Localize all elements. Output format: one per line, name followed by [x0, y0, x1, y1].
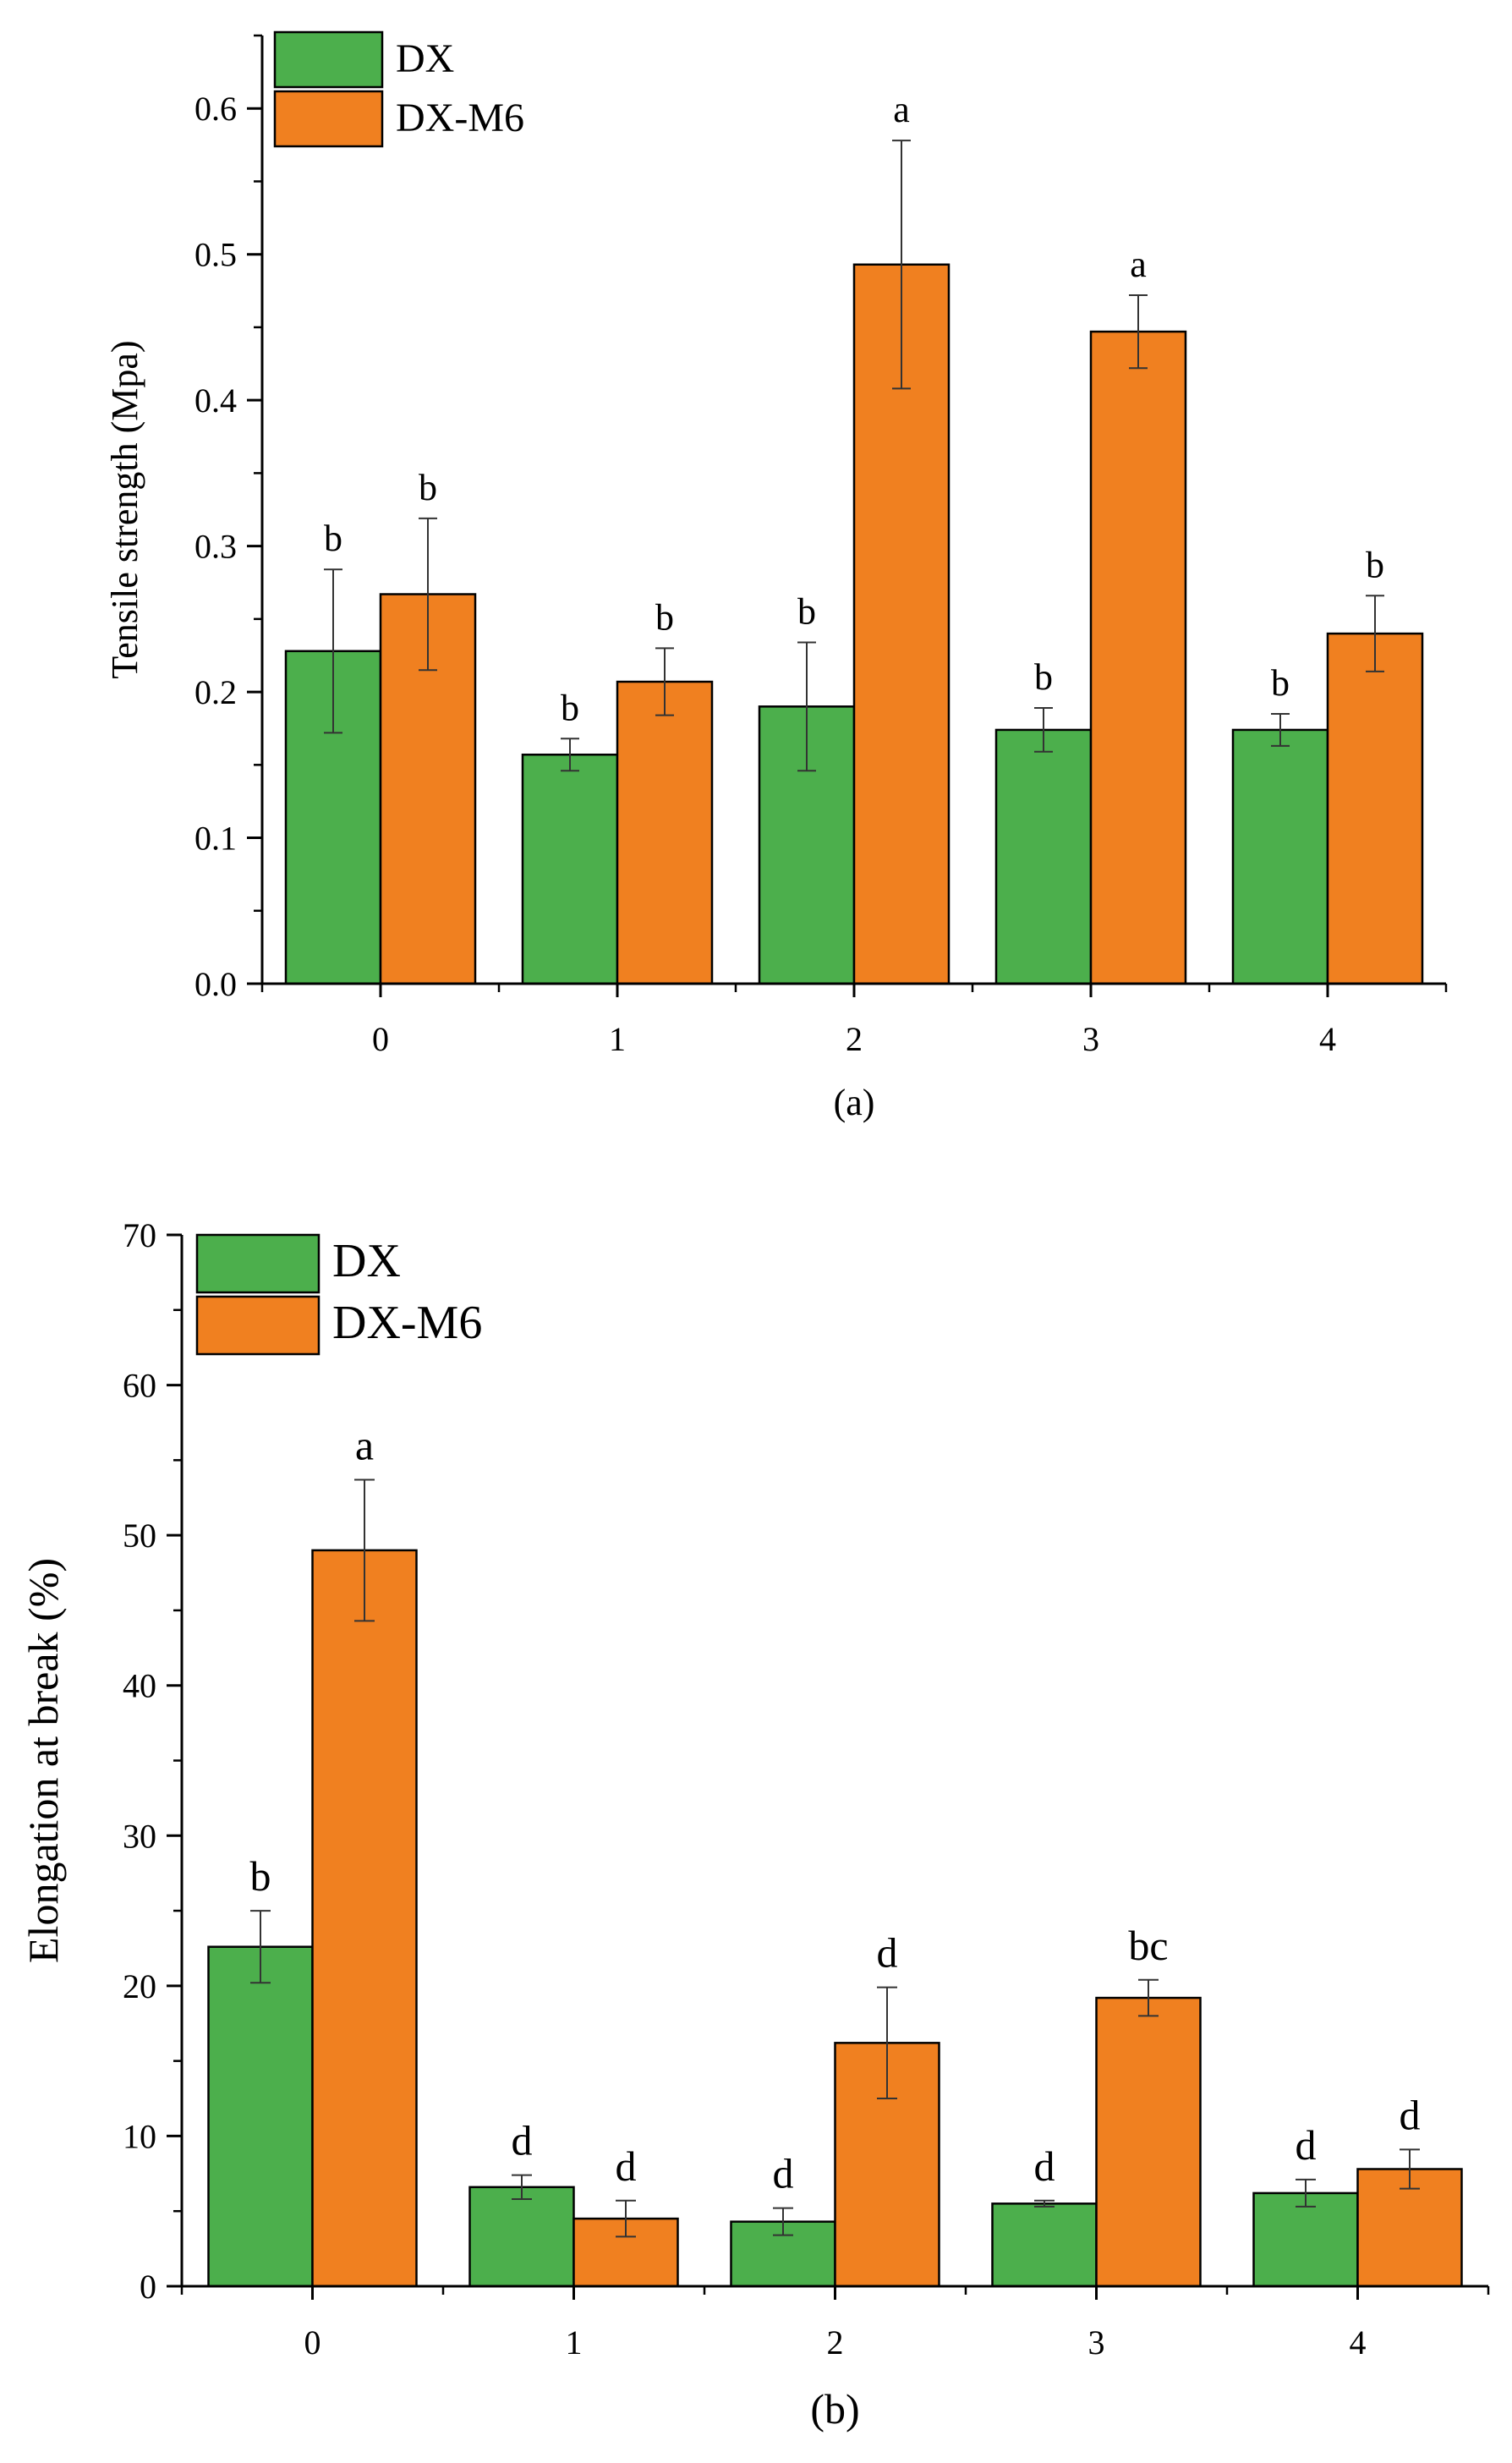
x-tick-label: 0	[304, 2323, 321, 2362]
x-tick-label: 4	[1350, 2323, 1367, 2362]
bar-dx-1	[468, 2186, 575, 2288]
y-tick-label: 40	[123, 1667, 156, 1705]
bar-dx-3	[991, 2202, 1098, 2288]
y-tick-label: 30	[123, 1817, 156, 1855]
y-tick-label: 0	[140, 2268, 156, 2306]
x-tick-label: 3	[1088, 2323, 1105, 2362]
y-tick-label: 60	[123, 1367, 156, 1405]
significance-label: a	[893, 89, 910, 130]
y-tick-label: 0.5	[194, 236, 237, 274]
x-tick-label: 0	[372, 1020, 389, 1058]
legend-label: DX	[396, 36, 454, 81]
bar-dx-3	[994, 728, 1093, 985]
bar-dx-0	[207, 1945, 314, 2288]
panel-b: b d d d d a d d bc d 0 10 20 30 40 50 60 70 0 1 2 3 4 Elongatio…	[19, 1216, 1490, 2433]
significance-label: b	[655, 596, 674, 638]
significance-label: b	[324, 518, 342, 559]
significance-label: d	[877, 1929, 898, 1977]
significance-label: a	[355, 1421, 374, 1468]
panel-a: b b b b b b b a a b 0.0 0.1 0.2 0.3 0.4 0.5 0.6 0 1 2 3 4 Tens…	[104, 30, 1448, 1123]
significance-label: b	[419, 467, 437, 508]
bar-dx-1	[521, 753, 619, 985]
legend-label: DX-M6	[332, 1297, 482, 1349]
significance-label: bc	[1128, 1922, 1168, 1969]
significance-label: d	[1296, 2121, 1317, 2169]
y-axis-label: Tensile strength (Mpa)	[104, 340, 145, 678]
x-tick-label: 2	[846, 1020, 863, 1058]
x-tick-label: 1	[609, 1020, 626, 1058]
significance-label: b	[1034, 656, 1053, 698]
panel-label: (a)	[834, 1082, 875, 1123]
y-tick-label: 0.2	[194, 673, 237, 711]
legend-swatch-dx	[195, 1233, 320, 1294]
legend-label: DX	[332, 1235, 401, 1287]
y-tick-label: 20	[123, 1967, 156, 2005]
significance-label: b	[1271, 662, 1290, 704]
y-tick-label: 0.0	[194, 965, 237, 1003]
bar-dx-m6-3	[1089, 330, 1187, 985]
x-tick-label: 3	[1082, 1020, 1099, 1058]
significance-label: d	[616, 2142, 637, 2190]
x-tick-label: 1	[566, 2323, 583, 2362]
significance-label: d	[512, 2117, 533, 2164]
significance-label: b	[250, 1852, 271, 1900]
significance-label: d	[1034, 2142, 1055, 2190]
significance-label: a	[1130, 244, 1147, 285]
y-tick-label: 0.1	[194, 820, 237, 858]
legend-swatch-dx	[273, 30, 384, 89]
panel-label: (b)	[810, 2385, 859, 2433]
y-tick-label: 0.6	[194, 90, 237, 128]
bar-dx-4	[1231, 728, 1329, 985]
bar-dx-m6-4	[1326, 632, 1424, 985]
y-tick-label: 0.3	[194, 528, 237, 566]
significance-label: b	[561, 687, 579, 728]
y-tick-label: 50	[123, 1517, 156, 1555]
significance-label: b	[1366, 544, 1384, 585]
legend-swatch-dx-m6	[273, 90, 384, 148]
bar-dx-m6-1	[616, 680, 714, 985]
legend-swatch-dx-m6	[195, 1295, 320, 1356]
x-tick-label: 4	[1319, 1020, 1336, 1058]
y-tick-label: 0.4	[194, 381, 237, 420]
x-tick-label: 2	[827, 2323, 844, 2362]
significance-label: d	[1400, 2091, 1421, 2138]
significance-label: b	[797, 590, 816, 632]
bar-dx-m6-3	[1095, 1996, 1202, 2288]
significance-label: d	[773, 2150, 794, 2197]
y-tick-label: 10	[123, 2117, 156, 2155]
y-axis-label: Elongation at break (%)	[19, 1558, 67, 1963]
y-tick-label: 70	[123, 1216, 156, 1254]
bar-dx-m6-0	[311, 1549, 418, 2288]
legend-label: DX-M6	[396, 96, 524, 140]
